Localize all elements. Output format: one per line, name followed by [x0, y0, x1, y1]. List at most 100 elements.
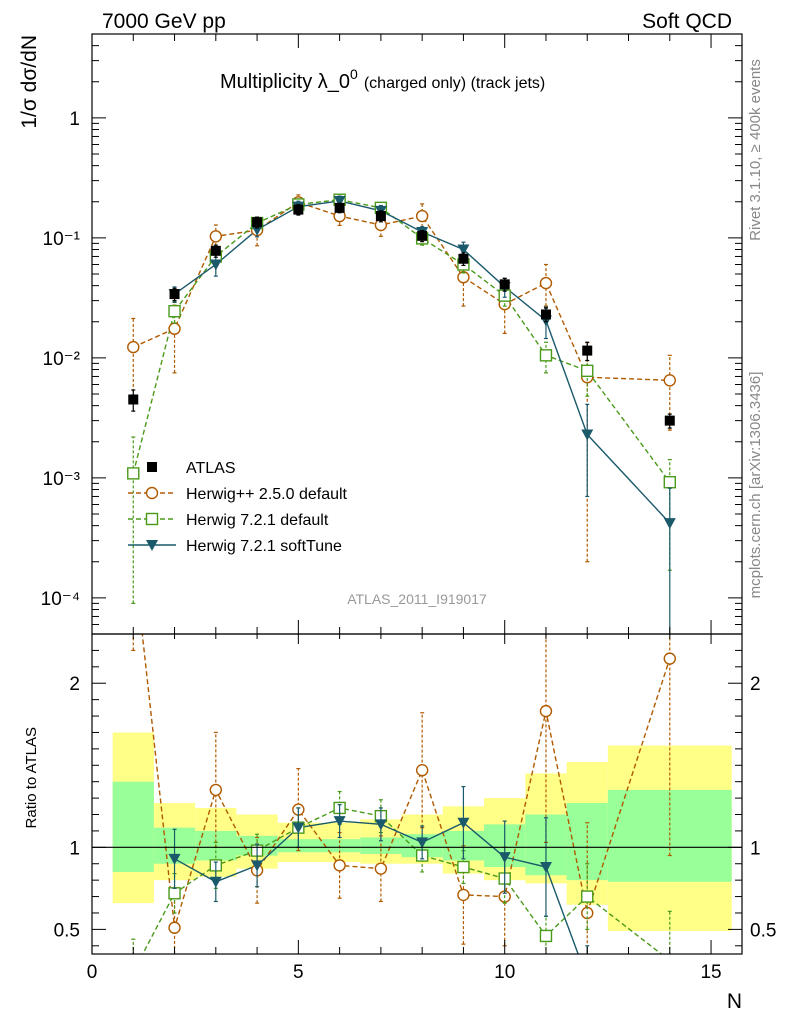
- main-point-atlas: [458, 253, 469, 264]
- main-point-herwig-7-2-1-softtune: [251, 224, 264, 236]
- main-point-herwig-2-5-0-default: [663, 374, 676, 387]
- ratio-y-tick-label: 0.5: [54, 920, 80, 941]
- main-point-atlas: [169, 289, 180, 300]
- main-point-atlas: [375, 211, 386, 222]
- main-line-herwig-7-2-1-softtune: [174, 200, 671, 524]
- main-point-atlas: [499, 279, 510, 290]
- ratio-point-herwig-7-2-1-softtune: [416, 837, 429, 849]
- main-ylabel: 1/σ dσ/dN: [18, 35, 41, 129]
- x-tick-label: 10: [494, 962, 515, 983]
- ratio-point-herwig-2-5-0-default: [209, 783, 223, 797]
- ratio-point-herwig-2-5-0-default: [539, 704, 553, 718]
- header-category-label: Soft QCD: [642, 10, 732, 33]
- ratio-point-herwig-7-2-1-softtune: [209, 876, 222, 888]
- main-point-herwig-7-2-1-default: [168, 304, 181, 318]
- main-point-atlas: [417, 230, 428, 241]
- ratio-point-herwig-7-2-1-softtune: [457, 817, 470, 829]
- analysis-id-label: ATLAS_2011_I919017: [347, 591, 487, 607]
- ratio-point-herwig-2-5-0-default: [663, 652, 676, 665]
- main-point-herwig-7-2-1-softtune: [581, 429, 594, 441]
- main-point-herwig-7-2-1-default: [581, 364, 594, 378]
- rivet-version-label: Rivet 3.1.10, ≥ 400k events: [747, 59, 764, 241]
- x-tick-label: 15: [700, 962, 721, 983]
- main-point-atlas: [664, 415, 675, 426]
- main-point-herwig-7-2-1-default: [539, 349, 553, 362]
- chart-title-tail: (charged only) (track jets): [364, 75, 545, 92]
- ratio-point-herwig-7-2-1-softtune: [251, 860, 264, 872]
- legend-label-herwig-2-5-0-default: Herwig++ 2.5.0 default: [186, 486, 348, 503]
- main-point-herwig-7-2-1-softtune: [663, 518, 676, 530]
- main-point-herwig-7-2-1-default: [663, 476, 676, 489]
- main-point-herwig-7-2-1-softtune: [333, 195, 346, 207]
- ratio-y-tick-label-right: 1: [750, 838, 761, 859]
- main-point-herwig-2-5-0-default: [168, 322, 181, 335]
- main-point-atlas: [540, 309, 551, 320]
- ratio-point-herwig-7-2-1-softtune: [374, 819, 387, 831]
- legend-label-herwig-7-2-1-softtune: Herwig 7.2.1 softTune: [186, 538, 342, 555]
- ratio-y-tick-label: 2: [69, 674, 80, 695]
- ratio-panel-frame: [91, 633, 743, 955]
- ratio-point-herwig-7-2-1-softtune: [168, 853, 181, 865]
- legend-marker-herwig-2-5-0-default: [145, 486, 159, 500]
- ratio-point-herwig-7-2-1-softtune: [664, 983, 676, 994]
- main-y-tick-label: 10⁻³: [43, 469, 81, 490]
- ratio-point-herwig-7-2-1-default: [664, 955, 675, 966]
- main-point-herwig-7-2-1-softtune: [457, 244, 470, 256]
- legend-label-herwig-7-2-1-default: Herwig 7.2.1 default: [186, 512, 329, 529]
- ratio-point-herwig-7-2-1-default: [457, 860, 470, 874]
- ratio-point-herwig-7-2-1-default: [581, 890, 594, 903]
- main-panel-series: [127, 193, 676, 634]
- ratio-point-herwig-7-2-1-softtune: [333, 816, 346, 828]
- ratio-y-tick-label-right: 0.5: [750, 920, 776, 941]
- mcplots-reference-label: mcplots.cern.ch [arXiv:1306.3436]: [747, 372, 764, 599]
- ratio-point-herwig-7-2-1-softtune: [581, 974, 593, 985]
- main-point-atlas: [582, 345, 593, 356]
- ratio-y-tick-label: 1: [69, 838, 80, 859]
- legend-label-atlas: ATLAS: [186, 460, 236, 477]
- ratio-point-herwig-7-2-1-default: [128, 967, 139, 978]
- ratio-point-herwig-7-2-1-softtune: [498, 852, 511, 864]
- ratio-panel-series: [128, 634, 676, 994]
- ratio-point-herwig-2-5-0-default: [457, 888, 470, 902]
- ratio-point-herwig-7-2-1-default: [539, 929, 553, 943]
- main-point-atlas: [210, 245, 221, 256]
- ratio-point-herwig-7-2-1-default: [168, 887, 181, 900]
- ratio-point-herwig-2-5-0-default: [374, 862, 388, 875]
- main-point-herwig-2-5-0-default: [127, 340, 140, 354]
- chart-title-main: Multiplicity λ_0: [220, 71, 350, 93]
- header-energy-label: 7000 GeV pp: [102, 10, 226, 33]
- x-tick-label: 5: [293, 962, 304, 983]
- main-point-herwig-2-5-0-default: [209, 230, 223, 243]
- ratio-point-herwig-2-5-0-default: [415, 764, 429, 777]
- main-point-atlas: [128, 394, 139, 405]
- chart-title-sup: 0: [350, 66, 358, 82]
- main-point-herwig-7-2-1-softtune: [209, 259, 222, 271]
- x-tick-label: 0: [87, 962, 98, 983]
- main-y-tick-label: 10⁻²: [43, 349, 81, 370]
- main-y-tick-label: 1: [69, 109, 80, 130]
- main-y-tick-label: 10⁻¹: [43, 229, 81, 250]
- ratio-point-herwig-7-2-1-softtune: [539, 862, 552, 874]
- ratio-ylabel: Ratio to ATLAS: [23, 727, 40, 828]
- main-point-atlas: [334, 202, 345, 213]
- legend: ATLAS Herwig++ 2.5.0 default Herwig 7.2.1 …: [128, 460, 348, 555]
- main-point-atlas: [293, 204, 304, 215]
- legend-marker-atlas: [147, 462, 157, 472]
- ratio-point-herwig-7-2-1-softtune: [292, 822, 305, 834]
- legend-marker-herwig-7-2-1-softtune: [146, 540, 158, 551]
- x-axis-label: N: [727, 990, 742, 1013]
- inner-band-bin: [112, 781, 154, 872]
- main-point-herwig-2-5-0-default: [539, 276, 553, 290]
- axes-ticks: 0 5 10 15 10⁻⁴ 10⁻³ 10⁻² 10⁻¹ 1 0.5 0.5 1 1 2 2: [41, 33, 776, 983]
- main-y-tick-label: 10⁻⁴: [41, 589, 80, 610]
- legend-marker-herwig-7-2-1-default: [145, 512, 159, 526]
- main-point-atlas: [252, 217, 263, 228]
- ratio-y-tick-label-right: 2: [750, 674, 761, 695]
- main-point-herwig-7-2-1-default: [127, 467, 140, 480]
- main-point-herwig-2-5-0-default: [415, 209, 429, 223]
- ratio-line-herwig-7-2-1-softtune: [174, 820, 579, 954]
- chart-title: Multiplicity λ_00 (charged only) (track j…: [220, 66, 545, 93]
- ratio-point-herwig-2-5-0-default: [168, 921, 181, 934]
- ratio-point-herwig-2-5-0-default: [333, 859, 346, 872]
